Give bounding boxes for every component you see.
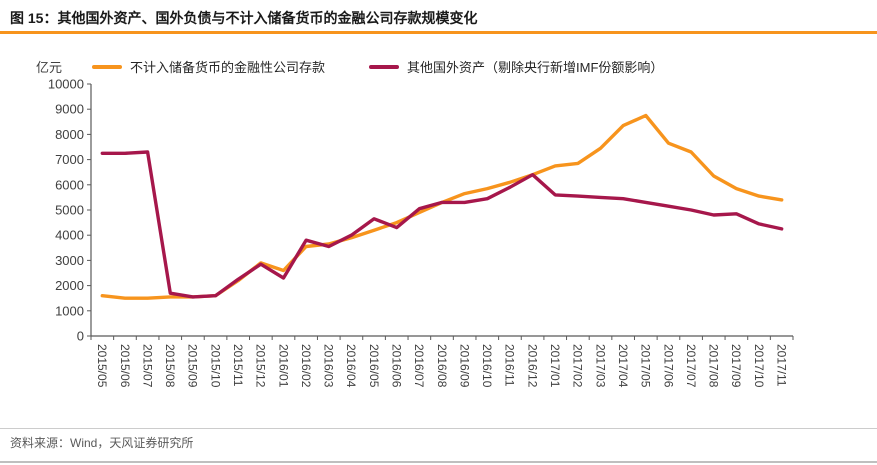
legend-label-foreign-assets: 其他国外资产（剔除央行新增IMF份额影响） (407, 60, 664, 75)
x-axis-tick-label: 2015/12 (254, 344, 268, 388)
bottom-border (0, 461, 877, 463)
y-axis-tick-label: 6000 (55, 177, 84, 192)
x-axis-tick-label: 2015/06 (118, 344, 132, 388)
figure-title: 图 15：其他国外资产、国外负债与不计入储备货币的金融公司存款规模变化 (10, 10, 478, 26)
y-axis-tick-label: 8000 (55, 127, 84, 142)
x-axis-tick-label: 2016/10 (480, 344, 494, 388)
x-axis-tick-label: 2016/05 (367, 344, 381, 388)
line-chart-plot: 0 1000 2000 3000 4000 5000 6000 7000 8000 9000 100… (48, 78, 794, 388)
legend-label-deposits: 不计入储备货币的金融性公司存款 (130, 60, 326, 75)
x-axis-tick-label: 2015/07 (140, 344, 154, 388)
x-axis-tick-label: 2015/05 (95, 344, 109, 388)
x-axis-tick-label: 2015/09 (186, 344, 200, 388)
y-axis-tick-label: 10000 (48, 78, 84, 92)
legend-swatch-orange (92, 64, 123, 69)
y-axis-tick-label: 4000 (55, 228, 84, 243)
y-axis-tick-label: 2000 (55, 278, 84, 293)
y-axis-tick-label: 7000 (55, 152, 84, 167)
x-axis-tick-label: 2017/11 (774, 344, 788, 387)
legend-item-deposits: 不计入储备货币的金融性公司存款 (92, 57, 325, 76)
x-axis-tick-label: 2016/12 (525, 344, 539, 388)
chart-legend: 亿元 不计入储备货币的金融性公司存款 其他国外资产（剔除央行新增IMF份额影响） (36, 57, 707, 76)
y-axis-tick-label: 9000 (55, 102, 84, 117)
footer-separator (0, 428, 877, 429)
x-axis-tick-label: 2017/08 (707, 344, 721, 388)
x-axis-tick-label: 2016/02 (299, 344, 313, 388)
x-axis-tick-label: 2017/05 (639, 344, 653, 388)
x-axis-tick-label: 2016/03 (322, 344, 336, 388)
x-axis-tick-label: 2017/06 (661, 344, 675, 388)
x-axis-tick-label: 2016/06 (390, 344, 404, 388)
x-axis-tick-label: 2015/11 (231, 344, 245, 387)
x-axis-tick-label: 2017/04 (616, 344, 630, 388)
y-axis-unit-label: 亿元 (36, 60, 63, 75)
y-axis-tick-label: 5000 (55, 203, 84, 218)
x-axis-tick-label: 2015/10 (208, 344, 222, 388)
legend-swatch-crimson (369, 64, 400, 69)
y-axis-tick-label: 1000 (55, 303, 84, 318)
x-axis-tick-label: 2016/08 (435, 344, 449, 388)
x-axis-tick-label: 2017/10 (752, 344, 766, 388)
x-axis-tick-label: 2016/07 (412, 344, 426, 388)
x-axis-tick-label: 2017/09 (729, 344, 743, 388)
x-axis-tick-label: 2015/08 (163, 344, 177, 388)
y-axis-tick-label: 3000 (55, 253, 84, 268)
y-axis-tick-label: 0 (77, 329, 84, 344)
legend-item-foreign-assets: 其他国外资产（剔除央行新增IMF份额影响） (369, 57, 663, 76)
x-axis-tick-label: 2017/03 (593, 344, 607, 388)
x-axis-tick-label: 2016/01 (276, 344, 290, 388)
x-axis-tick-label: 2016/09 (457, 344, 471, 388)
x-axis-tick-label: 2016/04 (344, 344, 358, 388)
x-axis-tick-label: 2017/01 (548, 344, 562, 388)
title-underline (0, 31, 877, 34)
x-axis-tick-label: 2017/02 (571, 344, 585, 388)
x-axis-tick-label: 2017/07 (684, 344, 698, 388)
series-line-1 (100, 150, 784, 299)
source-note: 资料来源：Wind，天风证券研究所 (10, 436, 194, 450)
x-axis-tick-label: 2016/11 (503, 344, 517, 387)
